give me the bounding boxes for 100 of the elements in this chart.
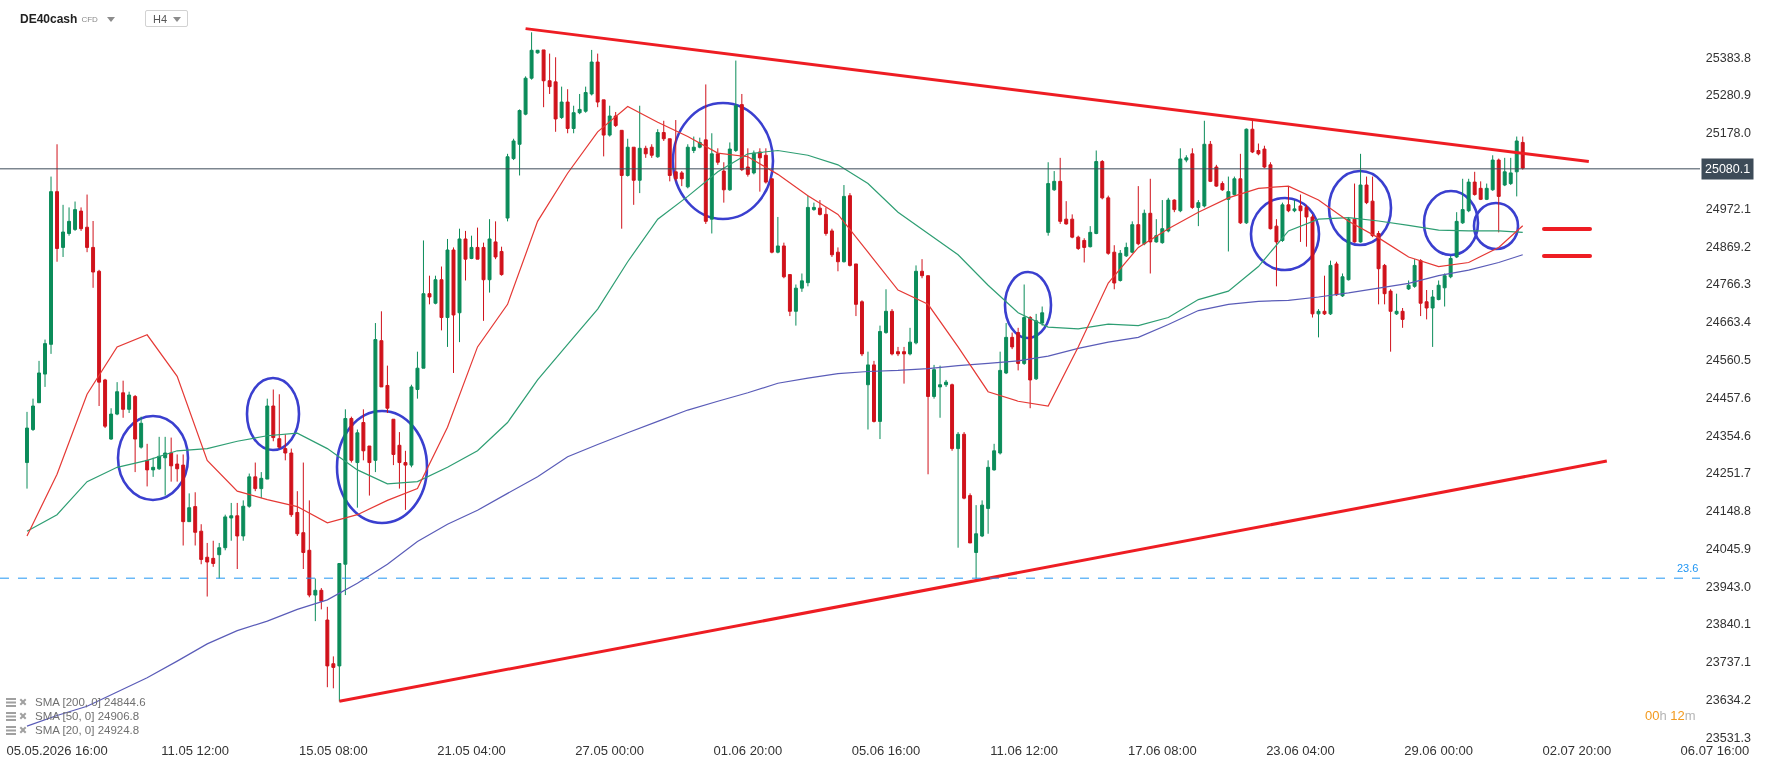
- candlestick: [673, 119, 678, 182]
- candlestick: [1196, 199, 1201, 227]
- candlestick: [823, 206, 828, 237]
- y-tick-label: 24766.3: [1705, 277, 1752, 292]
- candlestick: [914, 264, 918, 345]
- candlestick: [625, 138, 630, 178]
- annotation: 00h 12m: [1645, 708, 1696, 723]
- x-tick-label: 11.05 12:00: [161, 743, 230, 759]
- candlestick: [1328, 260, 1333, 316]
- candlestick: [295, 490, 300, 537]
- candlestick: [337, 563, 342, 703]
- candlestick: [1496, 158, 1501, 233]
- candlestick: [1238, 153, 1243, 225]
- candlestick: [1244, 127, 1249, 225]
- candlestick: [637, 105, 642, 194]
- candlestick: [1436, 279, 1441, 301]
- candlestick: [775, 216, 780, 254]
- y-tick-label: 24663.4: [1705, 315, 1752, 330]
- candlestick: [1052, 170, 1057, 192]
- candlestick: [1472, 171, 1477, 197]
- candlestick: [223, 514, 228, 551]
- candlestick: [451, 246, 456, 374]
- candlestick: [631, 146, 636, 206]
- candlestick: [439, 266, 444, 331]
- candlestick: [1508, 157, 1513, 186]
- candlestick: [920, 258, 925, 279]
- candlestick: [331, 655, 336, 689]
- candlestick: [175, 453, 180, 483]
- candlestick: [829, 228, 834, 258]
- candlestick: [1166, 197, 1171, 233]
- candlestick: [319, 587, 324, 610]
- candlestick: [1454, 211, 1459, 259]
- candlestick: [1148, 178, 1153, 274]
- candlestick: [577, 93, 582, 114]
- candlestick: [1484, 183, 1489, 201]
- candlestick: [793, 284, 798, 327]
- candlestick: [805, 195, 810, 287]
- candlestick: [835, 246, 840, 272]
- candlestick: [229, 502, 234, 542]
- candlestick: [1184, 154, 1189, 163]
- candlestick: [1142, 209, 1147, 246]
- candlestick: [733, 60, 738, 153]
- x-tick-label: 27.05 00:00: [575, 743, 645, 759]
- candlestick: [1502, 157, 1507, 187]
- candlestick: [1010, 332, 1015, 350]
- candlestick: [1202, 120, 1207, 208]
- candlestick: [1292, 199, 1297, 213]
- candlestick: [145, 443, 150, 487]
- candlestick: [445, 238, 450, 348]
- candlestick: [655, 128, 660, 159]
- candlestick: [974, 504, 979, 580]
- candlestick: [1040, 306, 1045, 327]
- candlestick: [667, 138, 672, 182]
- y-tick-label: 25280.9: [1705, 88, 1752, 103]
- candlestick: [1178, 147, 1183, 213]
- candlestick: [1478, 180, 1483, 201]
- candlestick: [43, 339, 47, 388]
- candlestick: [643, 145, 648, 159]
- y-tick-label: 23840.1: [1705, 617, 1752, 632]
- candlestick: [1106, 195, 1111, 256]
- candlestick: [487, 218, 492, 294]
- y-tick-label: 24354.6: [1705, 428, 1752, 443]
- candlestick: [781, 242, 786, 279]
- candlestick: [908, 327, 912, 356]
- candlestick: [703, 83, 708, 225]
- candlestick: [247, 473, 252, 509]
- candlestick: [1064, 200, 1069, 226]
- candlestick: [1424, 289, 1429, 320]
- y-tick-label: 24560.5: [1705, 352, 1752, 367]
- candlestick: [956, 431, 961, 549]
- candlestick: [1082, 237, 1087, 263]
- candlestick: [1160, 199, 1165, 245]
- candlestick: [769, 178, 774, 254]
- candlestick: [67, 206, 72, 237]
- candlestick: [25, 411, 29, 490]
- y-tick-label: 24869.2: [1705, 239, 1752, 254]
- candlestick: [938, 365, 943, 419]
- x-tick-label: 15.05 08:00: [299, 743, 368, 759]
- candlestick: [745, 147, 750, 178]
- candlestick: [277, 393, 282, 450]
- candlestick: [133, 394, 138, 473]
- candlestick: [1460, 178, 1465, 225]
- candlestick: [1118, 249, 1123, 283]
- candlestick: [878, 325, 882, 440]
- candlestick: [661, 120, 666, 142]
- candlestick: [727, 141, 732, 192]
- candlestick: [872, 360, 876, 424]
- candlestick: [187, 492, 192, 523]
- candlestick: [1514, 136, 1519, 197]
- candlestick: [1490, 154, 1495, 192]
- candlestick: [1358, 153, 1363, 244]
- candlestick: [607, 105, 612, 138]
- candlestick: [427, 275, 432, 305]
- candlestick: [1172, 198, 1177, 213]
- candlestick: [325, 606, 330, 688]
- candlestick: [37, 360, 41, 404]
- x-tick-label: 29.06 00:00: [1404, 743, 1473, 759]
- candlestick: [1352, 183, 1357, 244]
- candlestick: [1100, 159, 1105, 200]
- candlestick: [817, 199, 822, 216]
